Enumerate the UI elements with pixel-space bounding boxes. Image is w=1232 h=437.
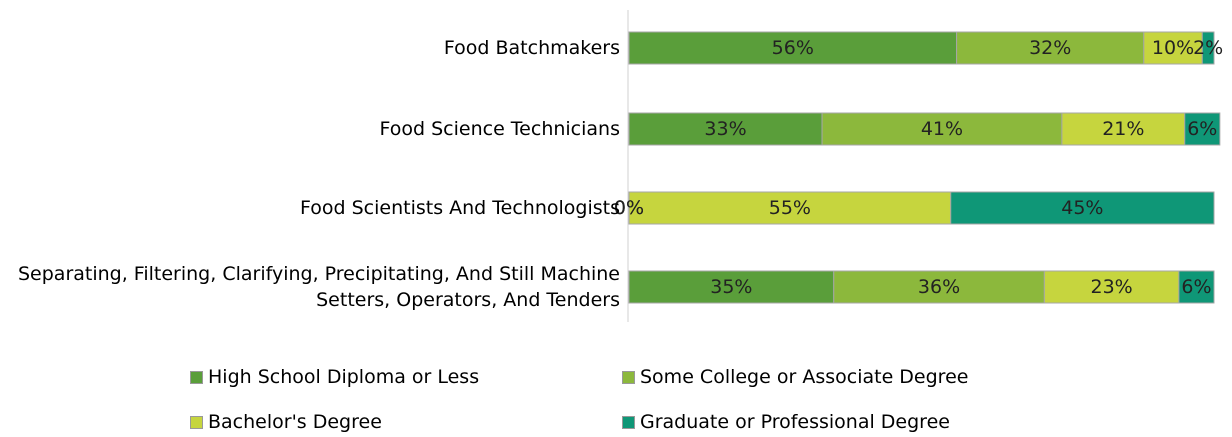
bar-segment — [1184, 112, 1221, 146]
data-label: 55% — [769, 197, 811, 219]
category-label: Separating, Filtering, Clarifying, Preci… — [17, 263, 620, 311]
data-label: 36% — [918, 276, 960, 298]
bar-segment — [833, 270, 1045, 304]
bar-segment — [821, 112, 1063, 146]
category-label: Food Science Technicians — [379, 118, 620, 140]
data-label: 0% — [614, 197, 644, 219]
legend-label: Some College or Associate Degree — [640, 366, 969, 388]
data-label: 0% — [614, 197, 644, 219]
bar-segment — [628, 270, 835, 304]
bar-segment — [1178, 270, 1215, 304]
data-label: 2% — [1193, 37, 1223, 59]
legend-item: Graduate or Professional Degree — [622, 411, 950, 433]
bar-segment — [1143, 31, 1203, 65]
data-label: 6% — [1181, 276, 1211, 298]
data-label: 56% — [772, 37, 814, 59]
data-label: 10% — [1152, 37, 1194, 59]
category-label: Food Scientists And Technologists — [300, 197, 620, 219]
bar-segment — [1201, 31, 1215, 65]
bar-segment — [628, 191, 952, 225]
bar-segment — [1061, 112, 1186, 146]
data-label: 32% — [1029, 37, 1071, 59]
legend-item: Some College or Associate Degree — [622, 366, 968, 388]
data-label: 6% — [1187, 118, 1217, 140]
legend-swatch — [190, 370, 203, 384]
data-label: 45% — [1061, 197, 1103, 219]
bar-segment — [950, 191, 1215, 225]
legend-label: High School Diploma or Less — [208, 366, 480, 388]
legend-label: Bachelor's Degree — [208, 411, 382, 433]
legend-swatch — [622, 415, 635, 429]
category-label: Food Batchmakers — [443, 37, 620, 59]
data-label: 35% — [710, 276, 752, 298]
bar-segment — [1043, 270, 1180, 304]
bar-segment — [956, 31, 1145, 65]
data-label: 23% — [1091, 276, 1133, 298]
legend-item: High School Diploma or Less — [190, 366, 479, 388]
data-label: 33% — [704, 118, 746, 140]
legend-swatch — [190, 415, 203, 429]
data-label: 21% — [1102, 118, 1144, 140]
legend-label: Graduate or Professional Degree — [640, 411, 950, 433]
legend-swatch — [622, 370, 635, 384]
data-label: 41% — [921, 118, 963, 140]
bar-segment — [628, 112, 823, 146]
legend-item: Bachelor's Degree — [190, 411, 382, 433]
